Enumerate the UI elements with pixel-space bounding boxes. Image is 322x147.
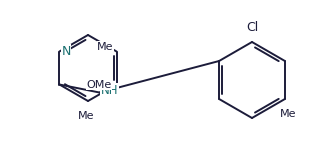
Text: N: N bbox=[62, 45, 71, 58]
Text: Me: Me bbox=[280, 109, 296, 119]
Text: NH: NH bbox=[100, 84, 118, 97]
Text: OMe: OMe bbox=[86, 80, 112, 90]
Text: Me: Me bbox=[97, 41, 114, 51]
Text: Cl: Cl bbox=[246, 21, 258, 34]
Text: Me: Me bbox=[78, 111, 94, 121]
